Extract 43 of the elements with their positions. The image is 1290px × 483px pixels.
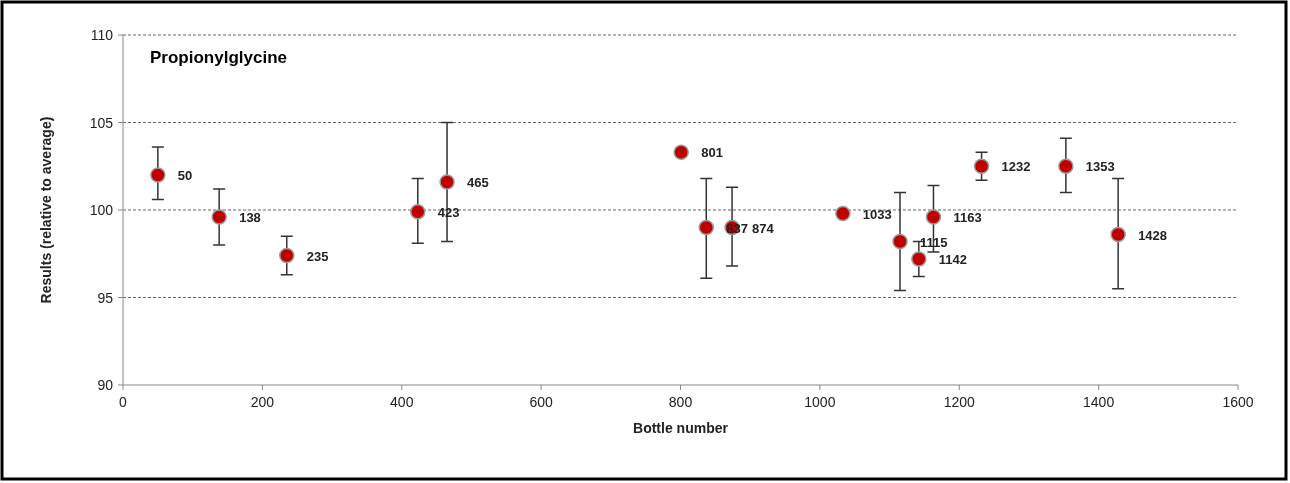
annotation: 1428: [1138, 227, 1168, 243]
x-tick-label: 400: [390, 394, 414, 410]
point: [150, 167, 166, 183]
point: [835, 205, 851, 222]
text: Propionylglycine: [150, 48, 287, 67]
point: [211, 209, 227, 225]
y-tick-label: 90: [97, 377, 114, 393]
x-tick-label: 1000: [804, 394, 836, 410]
annotation: 1353: [1085, 159, 1115, 175]
y-tick-label: 105: [89, 114, 114, 131]
x-tick-label: 1400: [1083, 394, 1115, 410]
y-axis-title: Results (relative to average): [38, 116, 54, 304]
annotation: 1163: [953, 210, 982, 225]
point: [911, 251, 927, 267]
x-tick-label: 1600: [1222, 394, 1254, 410]
annotation: 465: [467, 175, 489, 190]
point: [973, 158, 990, 174]
x-tick-label: 1200: [943, 394, 976, 410]
point: [1058, 158, 1074, 174]
y-tick-label: 110: [90, 27, 114, 43]
point: [925, 209, 942, 225]
annotation: 1033: [862, 206, 892, 222]
y-tick-label: 100: [89, 202, 114, 218]
annotation: 50: [177, 168, 193, 183]
x-tick-label: 0: [119, 394, 128, 410]
x-tick-label: 600: [529, 394, 554, 410]
point: [698, 219, 715, 236]
annotation: 1142: [938, 252, 968, 267]
y-tick-label: 95: [97, 289, 114, 306]
point: [279, 247, 295, 264]
annotation: 874: [752, 220, 775, 236]
annotation: 138: [239, 210, 261, 225]
annotation: 235: [306, 248, 329, 264]
point: [410, 204, 426, 220]
point: [892, 233, 908, 250]
point: [1110, 226, 1126, 243]
point: [439, 174, 455, 190]
x-axis-title: Bottle number: [633, 420, 729, 436]
x-tick-label: 200: [250, 394, 275, 410]
point: [673, 144, 689, 160]
x-tick-label: 800: [668, 394, 693, 410]
annotation: 801: [701, 145, 723, 161]
annotation: 1232: [1001, 159, 1031, 175]
